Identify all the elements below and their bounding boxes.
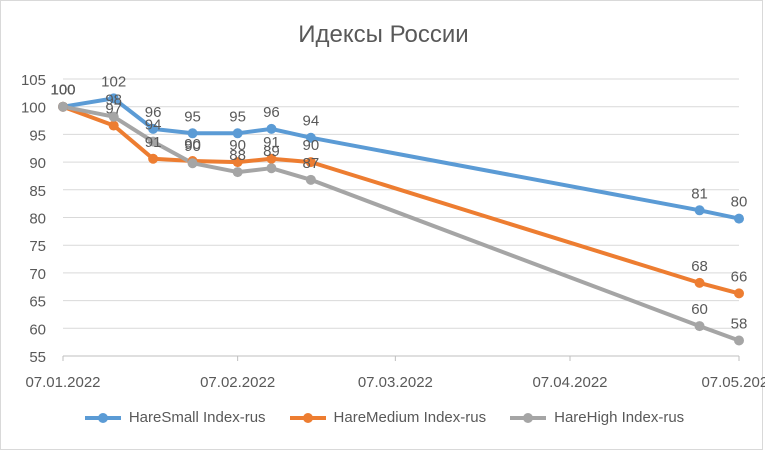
chart-title: Идексы России bbox=[298, 21, 469, 48]
data-label: 90 bbox=[184, 138, 201, 155]
legend-item-haresmall[interactable]: HareSmall Index-rus bbox=[83, 409, 266, 426]
data-label: 95 bbox=[184, 108, 201, 125]
y-tick-label: 70 bbox=[29, 266, 46, 283]
y-tick-label: 60 bbox=[29, 321, 46, 338]
data-point bbox=[148, 123, 159, 134]
data-label: 100 bbox=[50, 82, 75, 99]
x-tick-label: 07.05.2022 bbox=[701, 374, 765, 391]
data-label: 68 bbox=[691, 258, 708, 275]
y-tick-label: 100 bbox=[21, 100, 46, 117]
y-tick-label: 105 bbox=[21, 72, 46, 89]
data-point bbox=[734, 288, 744, 299]
data-label: 100 bbox=[50, 82, 75, 99]
legend-swatch-haremedium bbox=[289, 412, 326, 423]
x-tick-label: 07.02.2022 bbox=[200, 374, 275, 391]
data-point bbox=[694, 277, 705, 288]
series-line-2 bbox=[61, 104, 741, 343]
data-point bbox=[305, 174, 316, 185]
legend-item-harehigh[interactable]: HareHigh Index-rus bbox=[508, 409, 684, 426]
data-point bbox=[187, 158, 198, 169]
data-label: 98 bbox=[105, 92, 122, 109]
legend-label-harehigh: HareHigh Index-rus bbox=[554, 409, 685, 426]
legend-swatch-harehigh bbox=[510, 412, 547, 423]
data-label: 60 bbox=[691, 301, 708, 318]
data-label: 88 bbox=[229, 147, 246, 164]
data-label: 96 bbox=[263, 104, 280, 121]
data-label: 81 bbox=[691, 185, 708, 202]
data-label: 90 bbox=[229, 137, 246, 154]
data-point bbox=[108, 93, 119, 104]
legend-item-haremedium[interactable]: HareMedium Index-rus bbox=[288, 409, 487, 426]
data-label: 94 bbox=[145, 117, 162, 134]
series-markers bbox=[58, 93, 744, 346]
data-point bbox=[266, 123, 277, 134]
legend-swatch-haresmall bbox=[84, 412, 121, 423]
x-tick-label: 07.03.2022 bbox=[358, 374, 433, 391]
y-tick-label: 95 bbox=[29, 127, 46, 144]
data-label: 91 bbox=[145, 134, 162, 151]
data-point bbox=[305, 132, 316, 143]
data-point bbox=[694, 321, 705, 332]
y-tick-label: 80 bbox=[29, 211, 46, 228]
data-label: 80 bbox=[731, 194, 748, 211]
data-label: 58 bbox=[731, 315, 748, 332]
y-tick-label: 55 bbox=[29, 349, 46, 366]
data-label: 97 bbox=[105, 101, 122, 118]
legend-label-haremedium: HareMedium Index-rus bbox=[333, 409, 487, 426]
data-point bbox=[148, 153, 159, 164]
data-point bbox=[694, 205, 705, 216]
data-label: 94 bbox=[303, 113, 320, 130]
x-tick-label: 07.04.2022 bbox=[532, 374, 607, 391]
data-point bbox=[305, 157, 316, 168]
data-label: 102 bbox=[101, 73, 126, 90]
data-point bbox=[148, 136, 159, 147]
data-point bbox=[266, 163, 277, 174]
data-label: 91 bbox=[263, 134, 280, 151]
data-label: 66 bbox=[731, 268, 748, 285]
data-point bbox=[232, 167, 243, 178]
y-tick-label: 65 bbox=[29, 294, 46, 311]
x-tick-label: 07.01.2022 bbox=[25, 374, 100, 391]
legend: HareSmall Index-rus HareMedium Index-rus… bbox=[1, 409, 765, 426]
y-tick-label: 75 bbox=[29, 238, 46, 255]
data-point bbox=[734, 335, 744, 346]
data-point bbox=[58, 101, 68, 112]
y-tick-label: 85 bbox=[29, 183, 46, 200]
data-label: 100 bbox=[50, 82, 75, 99]
gridlines bbox=[63, 78, 739, 329]
data-label: 87 bbox=[303, 155, 320, 172]
data-point bbox=[266, 153, 277, 164]
y-tick-label: 90 bbox=[29, 155, 46, 172]
data-label: 90 bbox=[184, 136, 201, 153]
data-label: 96 bbox=[145, 104, 162, 121]
data-point bbox=[232, 128, 243, 139]
data-point bbox=[108, 111, 119, 122]
data-point bbox=[734, 213, 744, 224]
data-label: 89 bbox=[263, 143, 280, 160]
data-point bbox=[232, 157, 243, 168]
data-label: 95 bbox=[229, 108, 246, 125]
legend-label-haresmall: HareSmall Index-rus bbox=[128, 409, 266, 426]
data-point bbox=[108, 120, 119, 131]
data-point bbox=[187, 128, 198, 139]
data-label: 90 bbox=[303, 137, 320, 154]
